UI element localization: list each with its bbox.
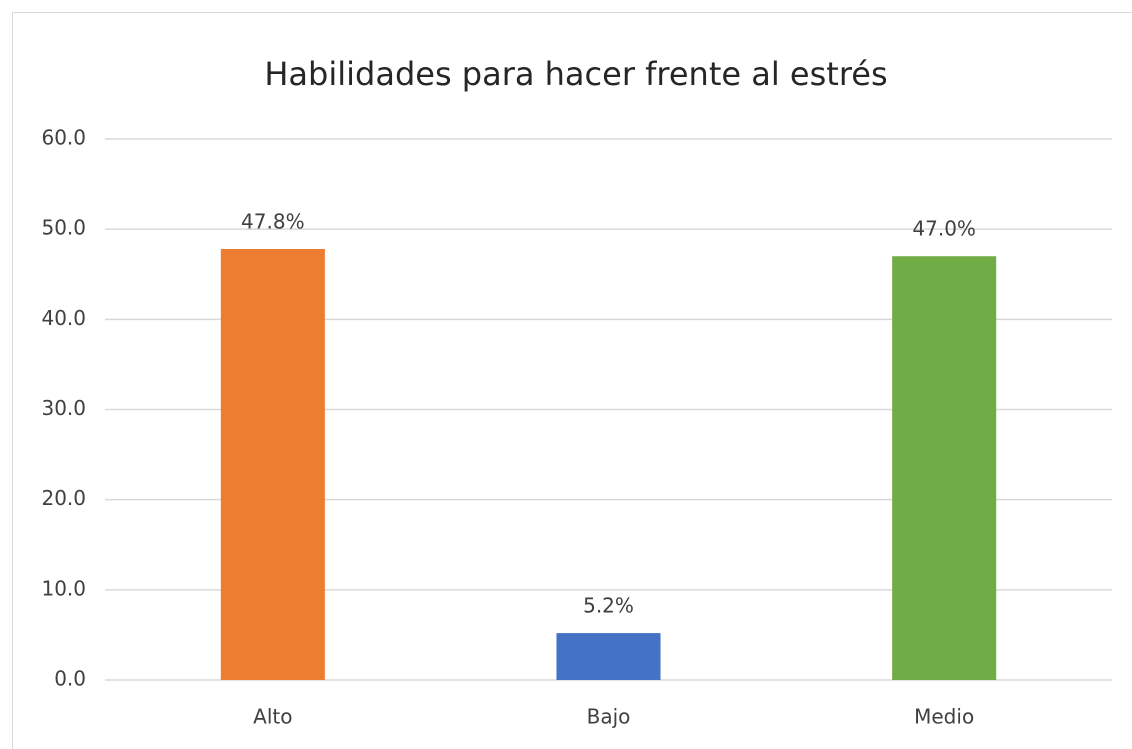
bar	[220, 249, 325, 680]
y-tick-label: 40.0	[41, 306, 86, 330]
bar	[892, 256, 997, 680]
y-tick-label: 60.0	[41, 126, 86, 150]
y-tick-label: 10.0	[41, 576, 86, 600]
x-tick-label: Bajo	[587, 705, 631, 729]
data-label: 47.8%	[241, 210, 305, 234]
data-label: 47.0%	[912, 217, 976, 241]
x-tick-label: Medio	[914, 705, 974, 729]
x-tick-label: Alto	[253, 705, 292, 729]
data-label: 5.2%	[583, 594, 634, 618]
bar	[556, 633, 661, 680]
y-tick-label: 0.0	[54, 667, 86, 691]
y-tick-label: 30.0	[41, 396, 86, 420]
y-tick-label: 50.0	[41, 216, 86, 240]
y-tick-label: 20.0	[41, 486, 86, 510]
chart-title: Habilidades para hacer frente al estrés	[264, 55, 887, 93]
